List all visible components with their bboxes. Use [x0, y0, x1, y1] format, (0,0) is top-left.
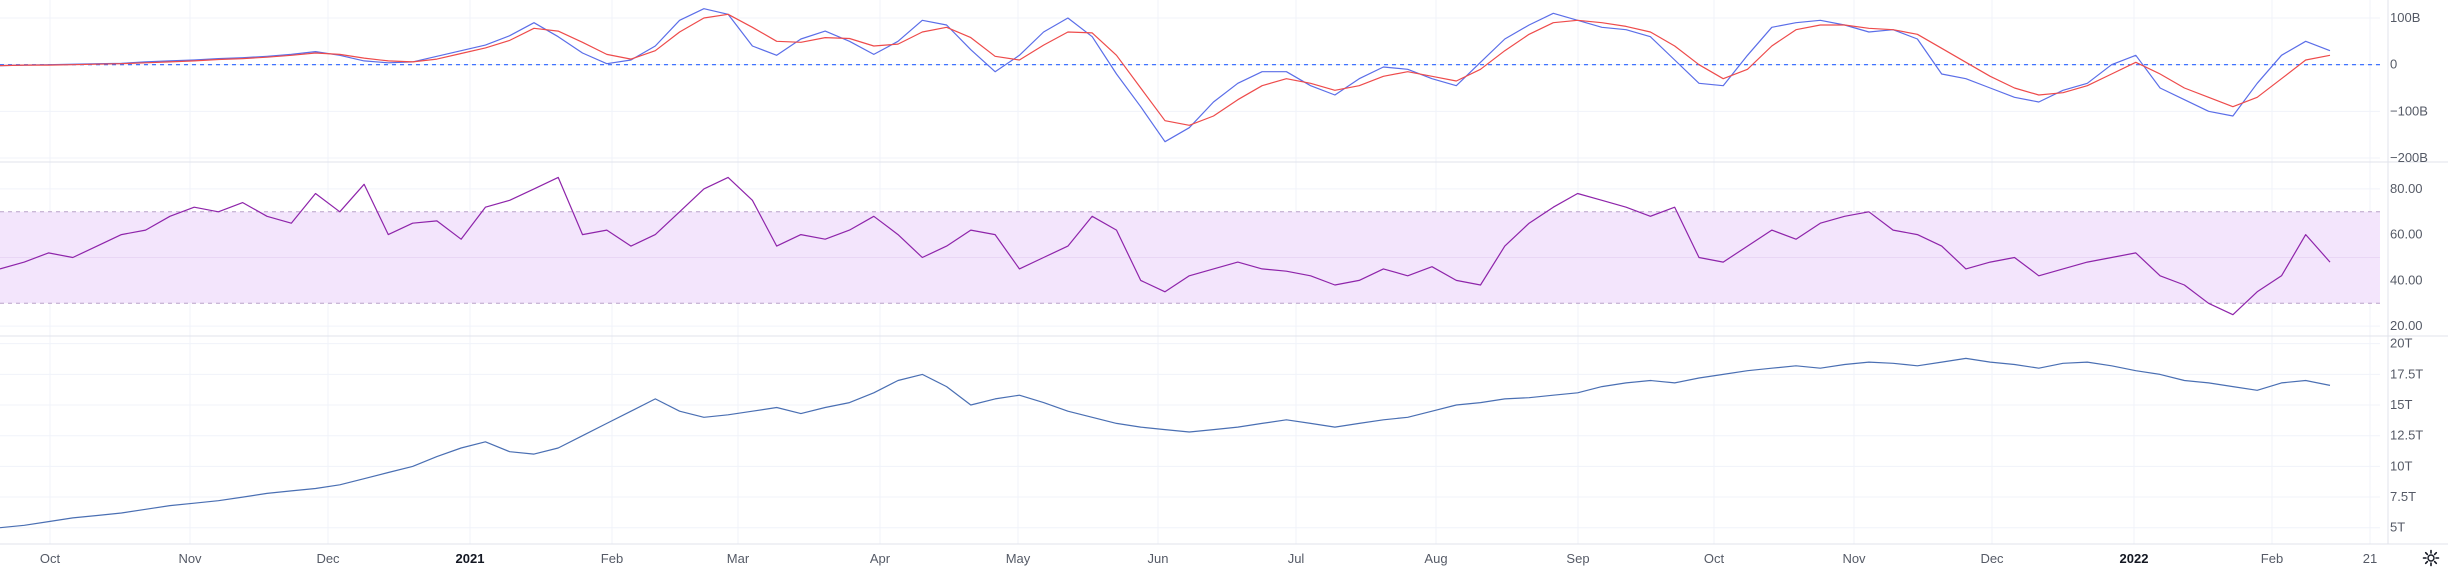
time-axis-label: 2021 — [456, 551, 485, 566]
price-y-tick-label: 15T — [2390, 397, 2412, 412]
price-y-tick-label: 12.5T — [2390, 428, 2423, 443]
macd-y-tick-label: 100B — [2390, 10, 2420, 25]
macd-y-tick-label: 0 — [2390, 57, 2397, 72]
rsi-y-tick-label: 40.00 — [2390, 272, 2423, 287]
time-axis-label: Oct — [40, 551, 61, 566]
rsi-series-rsi — [0, 176, 2331, 316]
time-axis-label: 21 — [2363, 551, 2377, 566]
time-axis-label: May — [1006, 551, 1031, 566]
price-y-tick-label: 5T — [2390, 520, 2405, 535]
time-axis-label: Jun — [1148, 551, 1169, 566]
time-axis-label: Jul — [1288, 551, 1305, 566]
rsi-panel — [0, 176, 2380, 316]
price-y-tick-label: 7.5T — [2390, 489, 2416, 504]
time-axis-label: 2022 — [2120, 551, 2149, 566]
time-axis-label: Nov — [1842, 551, 1866, 566]
time-axis-label: Aug — [1424, 551, 1447, 566]
gear-icon[interactable] — [2422, 549, 2440, 567]
time-axis-label: Apr — [870, 551, 891, 566]
axes: Oct Nov Dec 2021 Feb Mar Apr May Jun Jul Aug Sep Oct… — [40, 10, 2428, 566]
time-axis-label: Dec — [1980, 551, 2004, 566]
time-axis-label: Nov — [178, 551, 202, 566]
macd-series-signal — [0, 13, 2331, 126]
rsi-y-tick-label: 20.00 — [2390, 318, 2423, 333]
price-y-tick-label: 20T — [2390, 336, 2412, 351]
macd-y-tick-label: −100B — [2390, 103, 2428, 118]
macd-series-macd — [0, 8, 2331, 143]
time-axis-label: Mar — [727, 551, 750, 566]
time-axis-label: Dec — [316, 551, 340, 566]
price-y-tick-label: 10T — [2390, 458, 2412, 473]
price-series-value — [0, 357, 2331, 529]
price-panel — [0, 357, 2331, 529]
rsi-y-tick-label: 60.00 — [2390, 227, 2423, 242]
rsi-y-tick-label: 80.00 — [2390, 181, 2423, 196]
time-axis-label: Feb — [2261, 551, 2283, 566]
price-y-tick-label: 17.5T — [2390, 366, 2423, 381]
time-axis-label: Sep — [1566, 551, 1589, 566]
macd-y-tick-label: −200B — [2390, 150, 2428, 165]
macd-panel — [0, 8, 2380, 143]
time-axis-label: Oct — [1704, 551, 1725, 566]
time-axis-label: Feb — [601, 551, 623, 566]
